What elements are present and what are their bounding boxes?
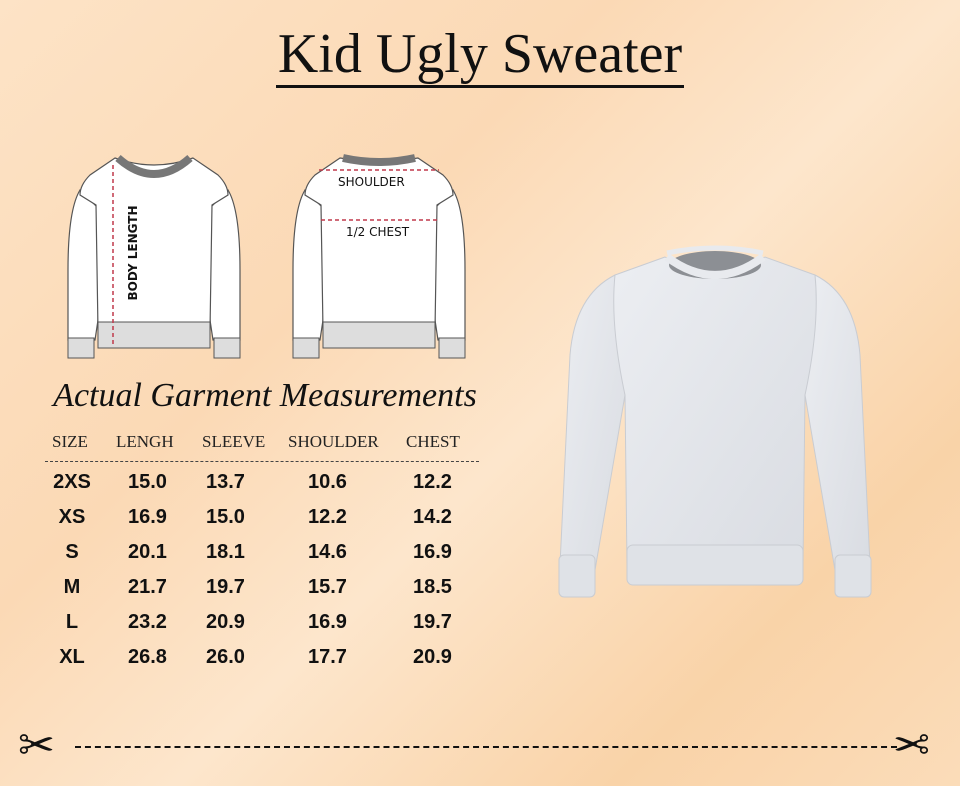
measurement-cell: 20.9 bbox=[413, 646, 452, 668]
scissors-icon: ✂ bbox=[893, 721, 930, 770]
size-label: XS bbox=[58, 506, 86, 528]
header-shoulder: SHOULDER bbox=[288, 432, 379, 451]
measurement-cell: 18.1 bbox=[206, 541, 245, 563]
measurement-cell: 12.2 bbox=[413, 471, 452, 493]
measurement-cell: 19.7 bbox=[206, 576, 245, 598]
half-chest-label: 1/2 CHEST bbox=[346, 225, 410, 239]
measurement-cell: 12.2 bbox=[308, 506, 347, 528]
measurement-cell: 16.9 bbox=[413, 541, 452, 563]
measurement-cell: 16.9 bbox=[308, 611, 347, 633]
size-label: XL bbox=[59, 646, 85, 668]
measurement-cell: 17.7 bbox=[308, 646, 347, 668]
measurement-cell: 26.8 bbox=[128, 646, 167, 668]
measurement-cell: 15.7 bbox=[308, 576, 347, 598]
header-divider bbox=[45, 461, 479, 462]
measurements-heading: Actual Garment Measurements bbox=[53, 377, 477, 414]
header-sleeve: SLEEVE bbox=[202, 432, 266, 451]
measurement-cell: 16.9 bbox=[128, 506, 167, 528]
measurement-cell: 14.6 bbox=[308, 541, 347, 563]
scissors-icon: ✂ bbox=[18, 721, 55, 770]
measurement-cell: 23.2 bbox=[128, 611, 167, 633]
size-label: 2XS bbox=[53, 471, 91, 493]
cut-line bbox=[75, 746, 897, 748]
measurement-cell: 26.0 bbox=[206, 646, 245, 668]
measurement-cell: 21.7 bbox=[128, 576, 167, 598]
header-chest: CHEST bbox=[406, 432, 460, 451]
front-sweater-diagram bbox=[67, 154, 241, 359]
page-title: Kid Ugly Sweater bbox=[0, 22, 960, 88]
measurement-cell: 18.5 bbox=[413, 576, 452, 598]
measurement-cell: 10.6 bbox=[308, 471, 347, 493]
size-label: M bbox=[63, 576, 81, 598]
header-length: LENGH bbox=[116, 432, 174, 451]
back-sweater-diagram bbox=[292, 154, 466, 359]
header-size: SIZE bbox=[52, 432, 88, 451]
measurement-cell: 14.2 bbox=[413, 506, 452, 528]
measurement-cell: 13.7 bbox=[206, 471, 245, 493]
measurement-cell: 15.0 bbox=[206, 506, 245, 528]
measurement-cell: 19.7 bbox=[413, 611, 452, 633]
measurement-cell: 20.9 bbox=[206, 611, 245, 633]
size-label: S bbox=[65, 541, 79, 563]
body-length-label: BODY LENGTH bbox=[126, 205, 140, 301]
measurement-cell: 20.1 bbox=[128, 541, 167, 563]
measurement-cell: 15.0 bbox=[128, 471, 167, 493]
sweater-photo bbox=[558, 245, 872, 598]
size-label: L bbox=[65, 611, 79, 633]
shoulder-label: SHOULDER bbox=[338, 175, 405, 189]
